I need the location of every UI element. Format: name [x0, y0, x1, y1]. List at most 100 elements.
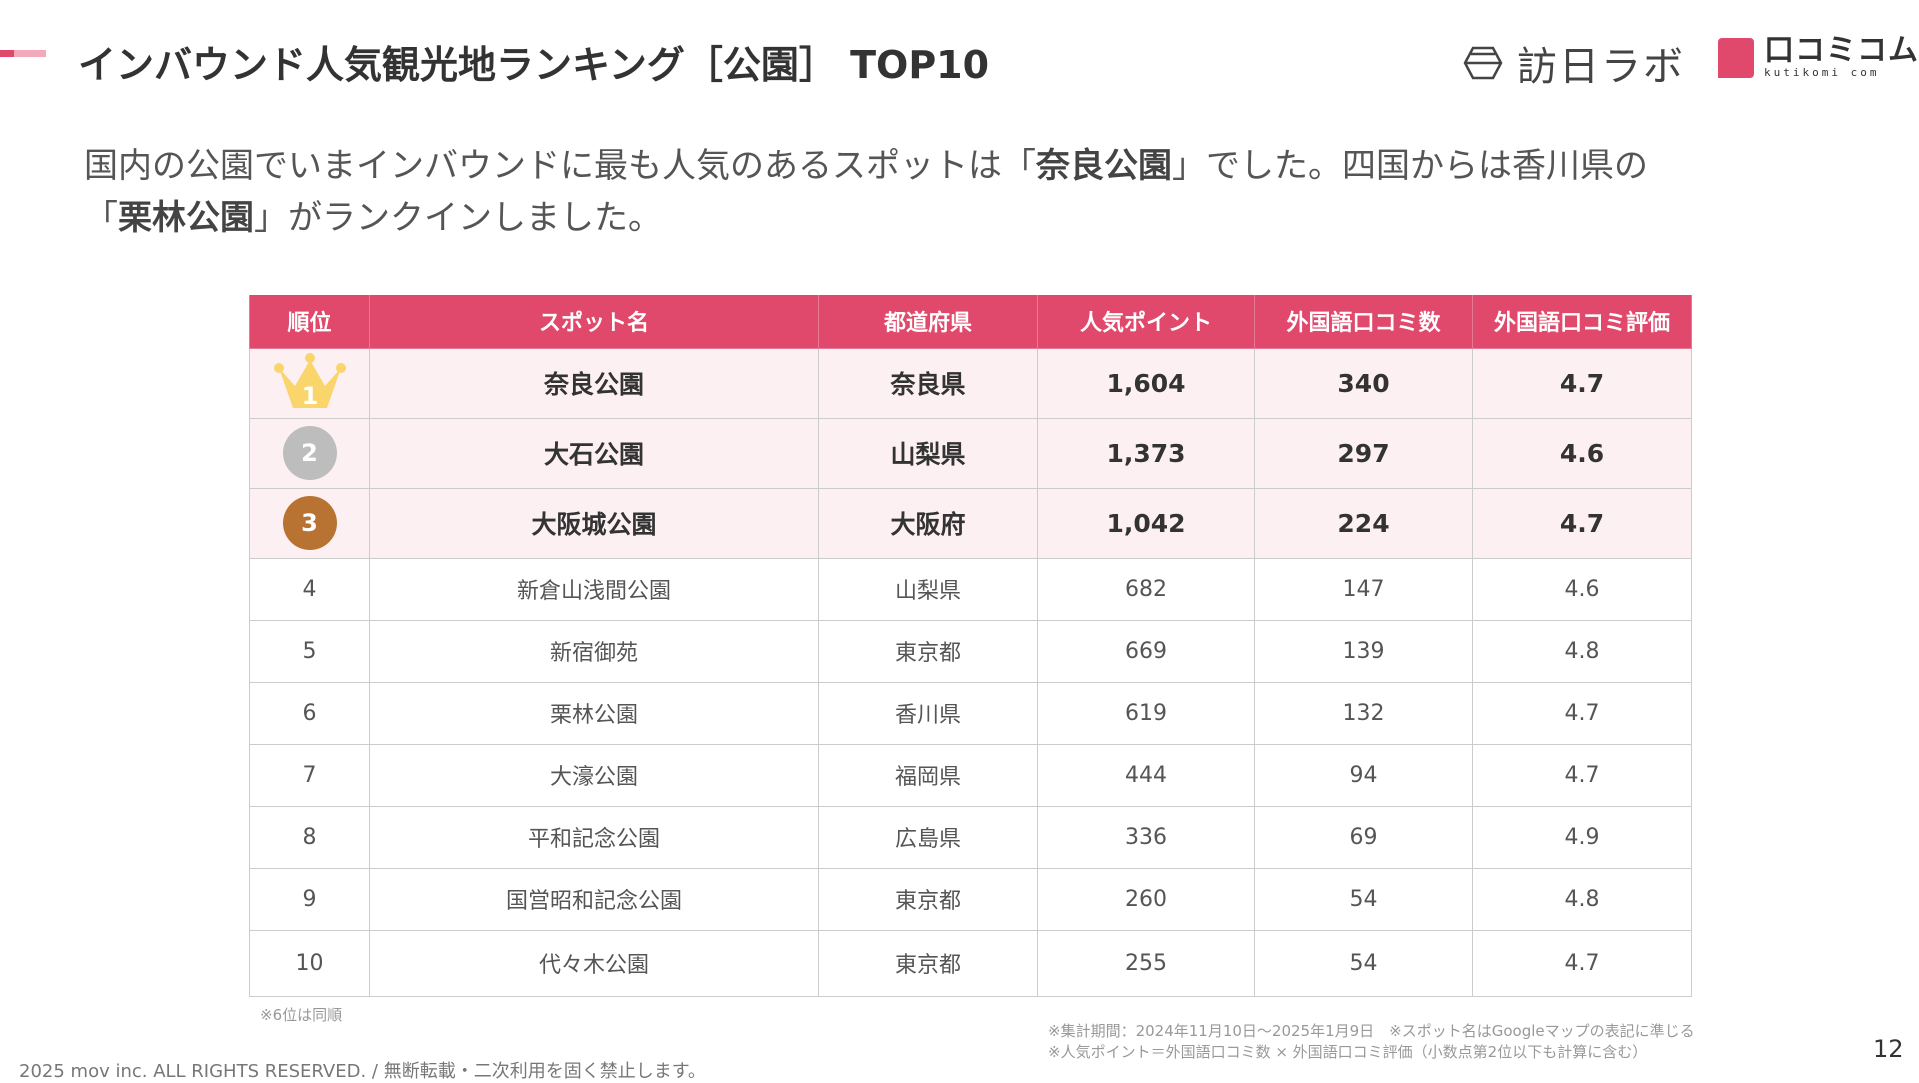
review-rating-cell: 4.7 [1472, 681, 1692, 745]
rank-cell: 9 [249, 867, 370, 931]
review-rating-cell: 4.8 [1472, 867, 1692, 931]
table-row: 2 大石公園 山梨県 1,373 297 4.6 [249, 417, 1692, 489]
review-count-cell: 54 [1254, 929, 1473, 997]
rank-cell: 7 [249, 743, 370, 807]
table-row: 10 代々木公園 東京都 255 54 4.7 [249, 929, 1692, 997]
table-row: 9 国営昭和記念公園 東京都 260 54 4.8 [249, 867, 1692, 931]
points-cell: 336 [1037, 805, 1255, 869]
rank-cell: 8 [249, 805, 370, 869]
table-row: 7 大濠公園 福岡県 444 94 4.7 [249, 743, 1692, 807]
review-rating-cell: 4.7 [1472, 929, 1692, 997]
prefecture-cell: 福岡県 [818, 743, 1038, 807]
houjitsu-labo-logo: 訪日ラボ [1463, 34, 1685, 92]
tie-note: ※6位は同順 [260, 1006, 343, 1024]
spot-name-cell: 大石公園 [369, 417, 819, 489]
rank-number: 3 [301, 509, 318, 537]
prefecture-cell: 東京都 [818, 619, 1038, 683]
spot-name-cell: 大濠公園 [369, 743, 819, 807]
rank-number: 1 [301, 382, 318, 410]
header-review-count: 外国語口コミ数 [1254, 295, 1473, 349]
points-cell: 619 [1037, 681, 1255, 745]
rank-cell: 2 [249, 417, 370, 489]
kutikomi-logo-text: 口コミコム [1764, 33, 1919, 68]
title-accent-bar [0, 50, 46, 57]
spot-name-cell: 代々木公園 [369, 929, 819, 997]
points-cell: 669 [1037, 619, 1255, 683]
review-count-cell: 224 [1254, 487, 1473, 559]
points-cell: 255 [1037, 929, 1255, 997]
lead-text: 国内の公園でいまインバウンドに最も人気のあるスポットは「奈良公園」でした。四国か… [84, 140, 1844, 244]
prefecture-cell: 山梨県 [818, 557, 1038, 621]
rank-cell: 4 [249, 557, 370, 621]
rank-cell: 3 [249, 487, 370, 559]
review-count-cell: 54 [1254, 867, 1473, 931]
lead-part: 」がランクインしました。 [254, 198, 662, 238]
points-cell: 682 [1037, 557, 1255, 621]
ranking-table: 順位 スポット名 都道府県 人気ポイント 外国語口コミ数 外国語口コミ評価 1 奈… [249, 295, 1692, 997]
formula-note: ※人気ポイント＝外国語口コミ数 × 外国語口コミ評価（小数点第2位以下も計算に含… [1048, 1043, 1648, 1061]
lead-highlight: 奈良公園 [1036, 146, 1172, 186]
review-count-cell: 139 [1254, 619, 1473, 683]
table-row: 5 新宿御苑 東京都 669 139 4.8 [249, 619, 1692, 683]
page-title: インバウンド人気観光地ランキング［公園］ TOP10 [78, 43, 990, 87]
points-cell: 1,042 [1037, 487, 1255, 559]
hexagon-logo-icon [1463, 46, 1503, 80]
header-points: 人気ポイント [1037, 295, 1255, 349]
lead-highlight: 栗林公園 [118, 198, 254, 238]
points-cell: 444 [1037, 743, 1255, 807]
spot-name-cell: 平和記念公園 [369, 805, 819, 869]
rank-cell: 6 [249, 681, 370, 745]
review-count-cell: 297 [1254, 417, 1473, 489]
prefecture-cell: 大阪府 [818, 487, 1038, 559]
header-rank: 順位 [249, 295, 370, 349]
review-rating-cell: 4.8 [1472, 619, 1692, 683]
kutikomi-com-logo: 口コミコム kutikomi com [1718, 36, 1919, 79]
table-header-row: 順位 スポット名 都道府県 人気ポイント 外国語口コミ数 外国語口コミ評価 [249, 295, 1692, 349]
spot-name-cell: 栗林公園 [369, 681, 819, 745]
review-count-cell: 147 [1254, 557, 1473, 621]
review-rating-cell: 4.6 [1472, 417, 1692, 489]
header-review-rating: 外国語口コミ評価 [1472, 295, 1692, 349]
prefecture-cell: 山梨県 [818, 417, 1038, 489]
points-cell: 260 [1037, 867, 1255, 931]
prefecture-cell: 奈良県 [818, 347, 1038, 419]
prefecture-cell: 東京都 [818, 867, 1038, 931]
spot-name-cell: 新倉山浅間公園 [369, 557, 819, 621]
houjitsu-labo-logo-text: 訪日ラボ [1517, 44, 1685, 90]
review-count-cell: 132 [1254, 681, 1473, 745]
review-rating-cell: 4.7 [1472, 743, 1692, 807]
review-rating-cell: 4.6 [1472, 557, 1692, 621]
lead-part: 」でした。四国からは香川県の [1172, 146, 1648, 186]
speech-bubble-icon [1718, 37, 1754, 78]
review-count-cell: 340 [1254, 347, 1473, 419]
page-number: 12 [1873, 1035, 1904, 1063]
kutikomi-logo-subtext: kutikomi com [1764, 66, 1880, 79]
prefecture-cell: 東京都 [818, 929, 1038, 997]
prefecture-cell: 広島県 [818, 805, 1038, 869]
review-rating-cell: 4.7 [1472, 487, 1692, 559]
spot-name-cell: 奈良公園 [369, 347, 819, 419]
spot-name-cell: 新宿御苑 [369, 619, 819, 683]
silver-medal-icon: 2 [282, 426, 337, 480]
review-count-cell: 94 [1254, 743, 1473, 807]
points-cell: 1,373 [1037, 417, 1255, 489]
rank-cell: 5 [249, 619, 370, 683]
header-prefecture: 都道府県 [818, 295, 1038, 349]
table-row: 4 新倉山浅間公園 山梨県 682 147 4.6 [249, 557, 1692, 621]
period-note: ※集計期間：2024年11月10日〜2025年1月9日 ※スポット名はGoogl… [1048, 1022, 1695, 1040]
spot-name-cell: 大阪城公園 [369, 487, 819, 559]
table-row: 1 奈良公園 奈良県 1,604 340 4.7 [249, 347, 1692, 419]
table-row: 3 大阪城公園 大阪府 1,042 224 4.7 [249, 487, 1692, 559]
review-count-cell: 69 [1254, 805, 1473, 869]
copyright: 2025 mov inc. ALL RIGHTS RESERVED. / 無断転… [19, 1061, 706, 1082]
gold-crown-icon: 1 [273, 353, 346, 410]
lead-part: 「 [84, 198, 118, 238]
lead-part: 国内の公園でいまインバウンドに最も人気のあるスポットは「 [84, 146, 1036, 186]
table-row: 6 栗林公園 香川県 619 132 4.7 [249, 681, 1692, 745]
review-rating-cell: 4.9 [1472, 805, 1692, 869]
footnotes: ※集計期間：2024年11月10日〜2025年1月9日 ※スポット名はGoogl… [1048, 1021, 1695, 1063]
prefecture-cell: 香川県 [818, 681, 1038, 745]
header-spot-name: スポット名 [369, 295, 819, 349]
review-rating-cell: 4.7 [1472, 347, 1692, 419]
table-row: 8 平和記念公園 広島県 336 69 4.9 [249, 805, 1692, 869]
